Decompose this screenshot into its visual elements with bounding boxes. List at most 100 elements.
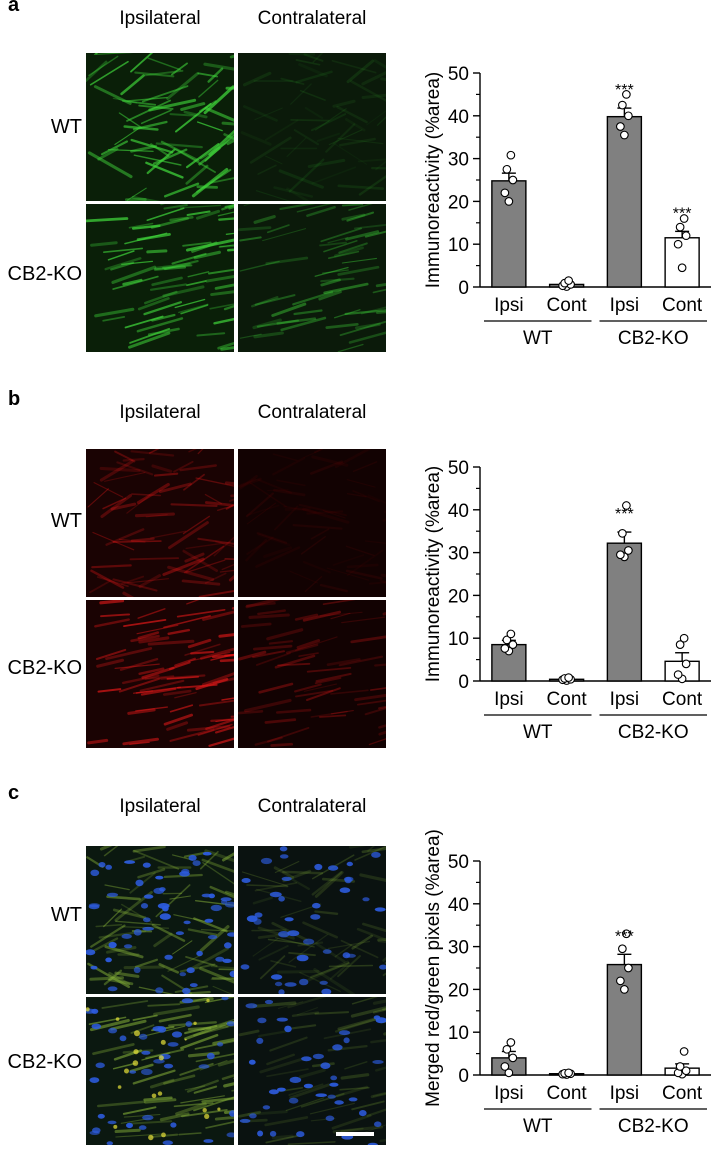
tissue-image: [238, 600, 386, 748]
data-point: [674, 240, 682, 248]
row-label-cb2-ko: CB2-KO: [0, 657, 82, 680]
group-label: WT: [523, 1116, 553, 1137]
data-point: [617, 977, 625, 985]
micrograph-cb2-ko-ipsilateral: [86, 600, 234, 748]
data-point: [509, 176, 517, 184]
row-label-cb2-ko: CB2-KO: [0, 1051, 82, 1074]
significance-label: ***: [615, 928, 634, 945]
data-point: [682, 232, 690, 240]
data-point: [674, 671, 682, 679]
y-tick-label: 40: [448, 895, 469, 916]
data-point: [617, 123, 625, 131]
data-point: [625, 964, 633, 972]
data-point: [503, 166, 511, 174]
data-point: [678, 264, 686, 272]
row-label-wt: WT: [0, 510, 82, 533]
y-tick-label: 20: [448, 586, 469, 607]
y-tick-label: 30: [448, 544, 469, 565]
panel-letter: c: [8, 782, 19, 805]
y-tick-label: 50: [448, 458, 469, 479]
y-tick-label: 30: [448, 150, 469, 171]
micrograph-wt-ipsilateral: [86, 53, 234, 201]
significance-label: ***: [673, 205, 692, 222]
column-header-contralateral: Contralateral: [238, 8, 386, 30]
micrograph-wt-ipsilateral: [86, 846, 234, 994]
micrograph-wt-contralateral: [238, 53, 386, 201]
bar: [492, 181, 526, 287]
y-tick-label: 10: [448, 235, 469, 256]
category-label: Cont: [547, 1083, 588, 1104]
y-tick-label: 0: [458, 1066, 469, 1087]
column-header-contralateral: Contralateral: [238, 796, 386, 818]
data-point: [507, 1039, 515, 1047]
micrograph-cb2-ko-contralateral: [238, 997, 386, 1145]
data-point: [501, 645, 509, 653]
category-label: Ipsi: [610, 1083, 640, 1104]
y-tick-label: 20: [448, 192, 469, 213]
y-tick-label: 30: [448, 938, 469, 959]
y-axis-label: Immunoreactivity (%area): [423, 466, 444, 682]
tissue-image: [86, 846, 234, 994]
data-point: [619, 945, 627, 953]
column-header-ipsilateral: Ipsilateral: [86, 8, 234, 30]
category-label: Cont: [662, 689, 703, 710]
row-label-wt: WT: [0, 904, 82, 927]
tissue-image: [238, 53, 386, 201]
bar: [607, 543, 641, 681]
y-tick-label: 10: [448, 629, 469, 650]
data-point: [507, 151, 515, 159]
y-tick-label: 0: [458, 278, 469, 299]
bar: [607, 117, 641, 287]
tissue-image: [86, 204, 234, 352]
tissue-image: [238, 449, 386, 597]
y-tick-label: 40: [448, 501, 469, 522]
micrograph-wt-ipsilateral: [86, 449, 234, 597]
data-point: [676, 1063, 684, 1071]
y-tick-label: 40: [448, 107, 469, 128]
category-label: Cont: [662, 295, 703, 316]
y-tick-label: 20: [448, 980, 469, 1001]
micrograph-wt-contralateral: [238, 846, 386, 994]
data-point: [680, 1048, 688, 1056]
micrograph-cb2-ko-ipsilateral: [86, 204, 234, 352]
data-point: [621, 986, 629, 994]
data-point: [625, 547, 633, 555]
data-point: [619, 530, 627, 538]
micrograph-wt-contralateral: [238, 449, 386, 597]
tissue-image: [86, 600, 234, 748]
micrograph-cb2-ko-contralateral: [238, 204, 386, 352]
group-label: WT: [523, 328, 553, 349]
data-point: [503, 1046, 511, 1054]
data-point: [501, 189, 509, 197]
tissue-image: [238, 997, 386, 1145]
y-axis-label: Immunoreactivity (%area): [423, 72, 444, 288]
group-label: CB2-KO: [618, 1116, 689, 1137]
category-label: Ipsi: [494, 1083, 524, 1104]
data-point: [507, 630, 515, 638]
micrograph-cb2-ko-ipsilateral: [86, 997, 234, 1145]
category-label: Ipsi: [494, 295, 524, 316]
category-label: Cont: [547, 689, 588, 710]
category-label: Ipsi: [610, 689, 640, 710]
data-point: [501, 1063, 509, 1071]
data-point: [565, 1069, 573, 1077]
y-tick-label: 50: [448, 64, 469, 85]
data-point: [680, 634, 688, 642]
group-label: CB2-KO: [618, 722, 689, 743]
category-label: Cont: [662, 1083, 703, 1104]
y-tick-label: 50: [448, 852, 469, 873]
y-axis-label: Merged red/green pixels (%area): [423, 829, 444, 1107]
data-point: [565, 674, 573, 682]
column-header-contralateral: Contralateral: [238, 402, 386, 424]
tissue-image: [238, 204, 386, 352]
tissue-image: [86, 997, 234, 1145]
row-label-wt: WT: [0, 116, 82, 139]
tissue-image: [238, 846, 386, 994]
data-point: [682, 660, 690, 668]
column-header-ipsilateral: Ipsilateral: [86, 796, 234, 818]
data-point: [617, 551, 625, 559]
